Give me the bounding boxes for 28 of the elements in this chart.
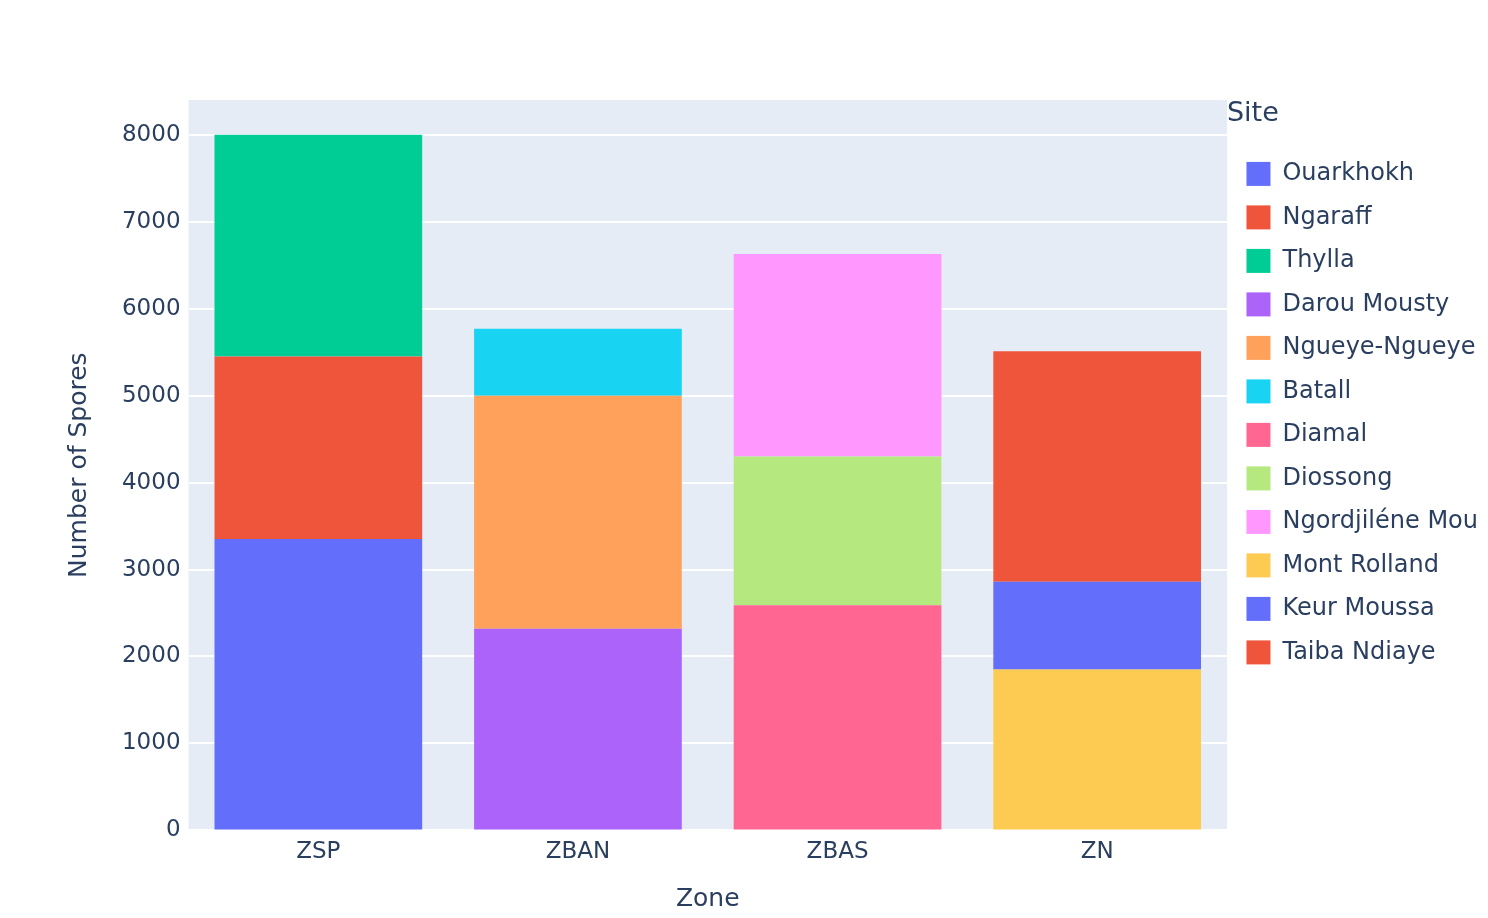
legend-label: Mont Rolland	[1282, 549, 1439, 578]
legend-label: Ouarkhokh	[1282, 158, 1415, 187]
y-tick-label: 8000	[121, 119, 181, 146]
x-tick-label: ZBAN	[545, 837, 611, 864]
y-axis-title: Number of Spores	[62, 352, 92, 578]
legend-label: Thylla	[1281, 245, 1355, 274]
x-tick-label: ZSP	[296, 837, 341, 864]
x-tick-label: ZN	[1080, 837, 1114, 864]
legend-label: Darou Mousty	[1282, 288, 1450, 317]
x-tick-label: ZBAS	[806, 837, 869, 864]
y-tick-label: 4000	[121, 467, 181, 494]
legend-label: Ngaraff	[1282, 201, 1372, 230]
legend-label: Taiba Ndiaye	[1281, 636, 1436, 665]
x-axis-title: Zone	[675, 882, 740, 912]
y-tick-label: 2000	[121, 641, 181, 668]
legend-title: Site	[1226, 95, 1279, 127]
legend-label: Diamal	[1282, 419, 1368, 448]
y-tick-label: 6000	[121, 293, 181, 320]
y-tick-label: 5000	[121, 380, 181, 407]
y-tick-label: 7000	[121, 206, 181, 233]
legend-label: Keur Moussa	[1282, 593, 1435, 622]
legend-label: Ngueye-Ngueye	[1282, 332, 1476, 361]
legend-label: Diossong	[1282, 462, 1393, 491]
y-tick-label: 1000	[121, 728, 181, 755]
y-tick-label: 0	[165, 815, 181, 842]
legend-label: Batall	[1282, 375, 1352, 404]
legend-label: Ngordjiléne Mou	[1282, 506, 1478, 535]
y-tick-label: 3000	[121, 554, 181, 581]
